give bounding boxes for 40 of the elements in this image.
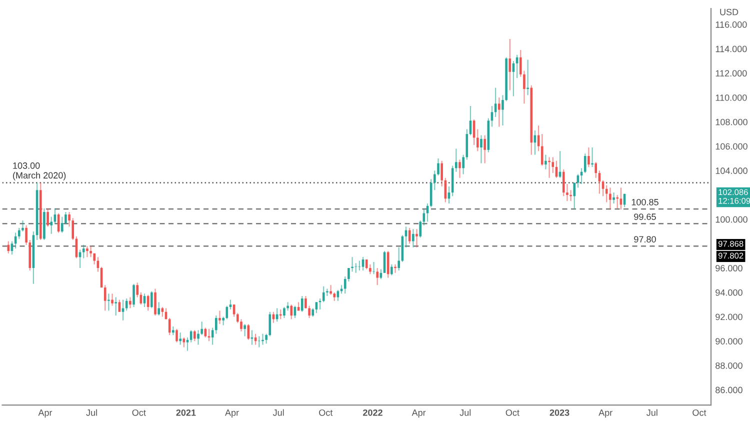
text: 97.868 [718,240,744,247]
x-tick-label: Oct [506,409,520,416]
y-tick-label: 94.000 [716,289,742,296]
x-tick-label: Apr [412,410,426,418]
y-axis-title: USD [720,8,738,16]
text: 102.086 12:16:09 [718,189,750,204]
candlestick [326,288,328,297]
y-tick-label: 92.000 [716,314,742,320]
x-tick-label: 2021 [176,409,196,416]
x-tick-label: Oct [132,409,146,416]
x-tick-label: Jul [272,409,284,416]
ref-line-label: 99.65 [634,214,656,220]
x-tick-label: Apr [598,410,612,418]
y-tick-label: 116.000 [716,21,747,28]
y-tick-label: 90.000 [716,338,742,344]
x-tick-label: Jul [460,409,471,416]
y-tick-label: 100.000 [716,216,748,223]
y-tick-label: 88.000 [716,362,742,369]
x-tick-label: Oct [692,409,706,416]
ref-line-label: 97.80 [634,236,656,242]
x-tick-label: 2023 [550,409,570,416]
x-tick-label: Apr [225,410,239,418]
y-tick-label: 104.000 [716,168,748,174]
x-tick-label: Jul [86,409,97,416]
y-tick-label: 112.000 [716,70,747,77]
ref-line-label: 103.00 (March 2020) [13,162,66,180]
candlestick [394,264,396,274]
x-tick-label: Jul [646,409,658,416]
text: 97.802 [718,252,744,259]
y-tick-label: 96.000 [716,265,742,272]
y-tick-label: 114.000 [716,46,747,52]
y-tick-label: 86.000 [716,386,742,394]
candlestick [286,302,289,312]
ref-line-label: 100.85 [632,198,658,206]
x-tick-label: Apr [38,410,52,418]
y-tick-label: 110.000 [716,94,747,101]
x-tick-label: 2022 [363,409,382,416]
y-tick-label: 106.000 [716,143,748,150]
y-tick-label: 108.000 [716,118,748,126]
x-tick-label: Oct [319,409,333,416]
